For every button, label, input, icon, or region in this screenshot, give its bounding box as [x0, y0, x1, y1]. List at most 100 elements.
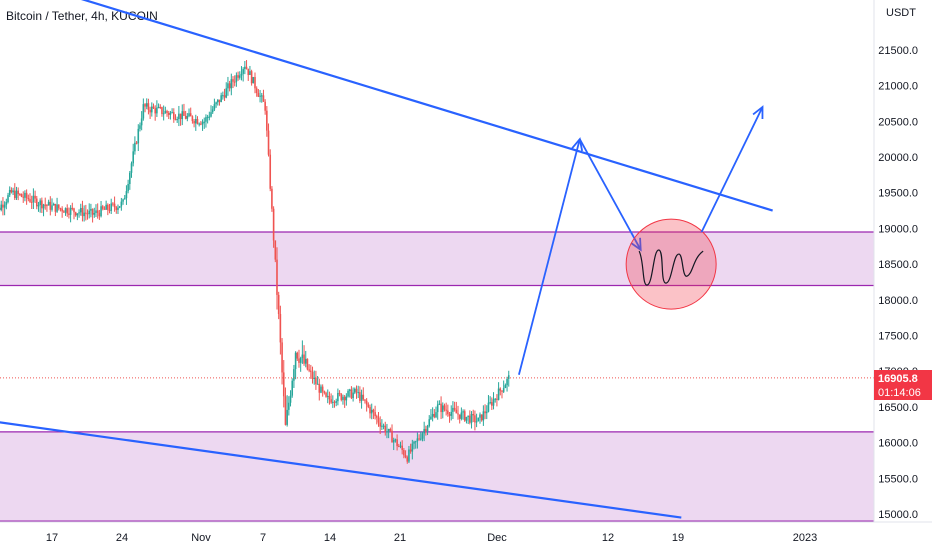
candle-body [494, 398, 497, 400]
candle-body [144, 104, 146, 107]
candle-body [188, 113, 190, 117]
time-axis-label: 24 [116, 532, 128, 544]
candle-body [54, 203, 57, 212]
candle-body [497, 388, 500, 400]
candle-body [391, 430, 393, 443]
candle-body [298, 358, 300, 363]
candle-body [441, 405, 444, 413]
price-axis-label: 19000.0 [878, 223, 918, 235]
candle-body [51, 205, 53, 210]
candle-body [117, 207, 119, 210]
candle-body [86, 213, 89, 215]
candle-body [355, 388, 358, 393]
candle-body [440, 403, 442, 413]
trendline [80, 0, 773, 212]
candle-body [269, 154, 272, 189]
candle-body [10, 189, 13, 193]
candle-body [78, 212, 80, 214]
time-axis-label: 7 [260, 532, 266, 544]
candle-body [463, 411, 466, 421]
candle-body [506, 378, 508, 386]
candle-body [299, 357, 302, 363]
candle-body [173, 112, 175, 120]
candle-body [247, 68, 250, 75]
candle-body [137, 128, 140, 144]
candle-body [425, 428, 427, 432]
price-axis-label: 20500.0 [878, 116, 918, 128]
candle-body [252, 77, 255, 84]
candle-body [320, 386, 322, 393]
candle-body [311, 371, 314, 379]
candle-body [66, 208, 69, 214]
candle-body [213, 104, 216, 110]
candle-body [108, 209, 111, 211]
candle-body [81, 207, 84, 217]
candle-body [430, 416, 432, 420]
candle-body [95, 210, 97, 213]
candle-body [154, 108, 156, 114]
candle-body [151, 106, 153, 113]
candle-body [293, 369, 295, 381]
candle-body [450, 411, 453, 416]
candle-body [46, 205, 48, 207]
candle-body [96, 210, 99, 213]
candle-body [348, 389, 351, 391]
candle-body [479, 414, 481, 418]
candle-body [130, 163, 133, 173]
candlestick-series [0, 60, 874, 464]
time-axis-label: 19 [672, 532, 684, 544]
candle-body [352, 392, 354, 399]
candle-body [198, 123, 200, 125]
candle-body [179, 113, 182, 120]
candle-body [25, 192, 28, 199]
annotations [518, 105, 764, 375]
time-axis-label: Nov [191, 532, 211, 544]
candle-body [233, 81, 236, 83]
candle-body [34, 195, 36, 199]
candle-body [365, 400, 368, 405]
candle-body [364, 399, 366, 401]
candle-body [447, 410, 449, 415]
candle-body [381, 425, 383, 427]
candle-body [147, 103, 150, 110]
candle-body [337, 392, 339, 402]
candle-body [419, 438, 422, 440]
candle-body [485, 411, 488, 414]
candle-body [63, 211, 65, 213]
candle-body [467, 415, 469, 417]
chart-title: Bitcoin / Tether, 4h, KUCOIN [6, 9, 158, 23]
time-axis-label: 21 [394, 532, 406, 544]
price-axis-label: 21500.0 [878, 45, 918, 57]
candle-body [392, 440, 395, 443]
candle-body [74, 212, 77, 216]
candle-body [332, 401, 334, 403]
candle-body [56, 204, 58, 212]
candle-body [496, 398, 498, 400]
candle-body [475, 421, 478, 423]
candle-body [386, 431, 388, 433]
candle-body [242, 69, 244, 74]
candle-body [216, 99, 219, 103]
candle-body [191, 116, 194, 122]
candle-body [257, 92, 260, 97]
candle-body [507, 375, 510, 379]
candle-body [354, 388, 356, 393]
candle-body [487, 402, 490, 412]
candle-body [359, 392, 361, 401]
candle-body [367, 404, 370, 407]
price-axis-label: 16500.0 [878, 402, 918, 414]
candle-body [12, 190, 14, 193]
candle-body [484, 411, 486, 414]
candle-body [218, 99, 221, 103]
candle-body [491, 402, 493, 406]
candle-body [44, 204, 47, 206]
candle-body [411, 443, 414, 452]
candle-body [30, 201, 33, 203]
candle-body [289, 395, 292, 403]
candle-body [68, 213, 70, 215]
candle-body [220, 95, 222, 103]
candle-body [343, 396, 346, 401]
candle-body [90, 208, 92, 211]
candle-body [318, 383, 321, 393]
